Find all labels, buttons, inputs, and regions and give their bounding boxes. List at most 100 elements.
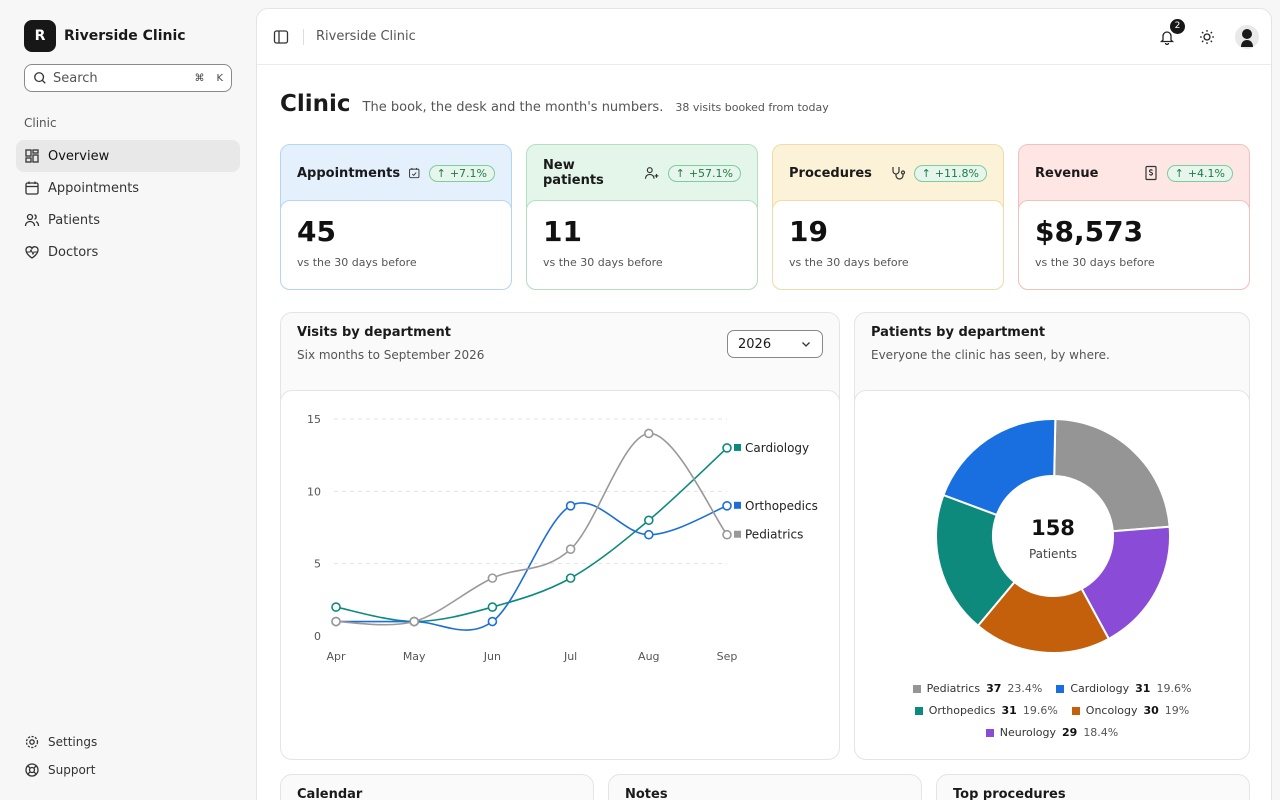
notifications-button[interactable]: 2 [1155, 18, 1185, 49]
lifebuoy-icon [25, 763, 39, 777]
sidebar: R Riverside Clinic Search ⌘ K Clinic Ove… [0, 0, 256, 800]
kpi-card-procedures: Procedures ↑ +11.8% 19 vs the 30 days bef… [772, 144, 1004, 290]
sidebar-item-label: Support [48, 763, 96, 777]
breadcrumb[interactable]: Riverside Clinic [316, 29, 416, 44]
avatar[interactable] [1235, 24, 1259, 49]
legend-percent: 19.6% [1022, 704, 1058, 717]
x-tick-label: Jun [483, 650, 501, 663]
page-subtitle: The book, the desk and the month's numbe… [362, 100, 664, 115]
pie-slice-orthopedics[interactable] [935, 493, 1016, 628]
shortcut-cmd: ⌘ [194, 72, 205, 84]
brand[interactable]: R Riverside Clinic [24, 20, 186, 52]
sidebar-item-appointments[interactable]: Appointments [16, 172, 240, 204]
x-tick-label: May [403, 650, 426, 663]
sidebar-section-label: Clinic [24, 116, 57, 130]
kpi-change-badge: ↑ +57.1% [667, 164, 741, 182]
legend-item-oncology[interactable]: Oncology 30 19% [1071, 704, 1190, 717]
patients-card: Patients by department Everyone the clin… [854, 312, 1250, 760]
top-actions: 2 [1155, 18, 1259, 49]
sidebar-item-patients[interactable]: Patients [16, 204, 240, 236]
legend-value: 30 [1143, 704, 1159, 717]
series-line-orthopedics [336, 502, 728, 631]
kpi-card-new-patients: New patients ↑ +57.1% 11 vs the 30 days b… [526, 144, 758, 290]
arrow-up-icon: ↑ [1174, 166, 1184, 180]
legend-item-orthopedics[interactable]: Orthopedics 31 19.6% [914, 704, 1058, 717]
series-end-marker [734, 443, 741, 451]
top-procedures-card: Top procedures [936, 774, 1250, 800]
x-tick-label: Apr [326, 650, 346, 663]
pie-slice-pediatrics[interactable] [1053, 418, 1171, 533]
kpi-change-badge: ↑ +7.1% [428, 164, 495, 182]
y-tick-label: 0 [314, 630, 321, 643]
year-select-value: 2026 [738, 336, 772, 352]
sidebar-item-overview[interactable]: Overview [16, 140, 240, 172]
card-subtitle: Six months to September 2026 [297, 348, 485, 362]
legend-value: 31 [1135, 682, 1151, 695]
series-end-marker [734, 530, 741, 538]
legend-item-neurology[interactable]: Neurology 29 18.4% [985, 726, 1119, 739]
legend-percent: 19% [1164, 704, 1190, 717]
data-point-orthopedics[interactable] [722, 501, 732, 511]
divider [303, 28, 304, 45]
card-title: Patients by department [871, 325, 1046, 340]
data-point-cardiology[interactable] [565, 573, 576, 583]
data-point-orthopedics[interactable] [487, 616, 498, 627]
data-point-pediatrics[interactable] [722, 529, 732, 540]
sidebar-bottom-nav: Settings Support [16, 728, 240, 784]
user-avatar-icon [1241, 28, 1253, 47]
kpi-change: +57.1% [688, 166, 733, 180]
card-title: Notes [625, 787, 668, 800]
y-tick-label: 5 [314, 558, 321, 571]
data-point-cardiology[interactable] [643, 515, 654, 526]
page-title: Clinic [280, 91, 351, 117]
data-point-cardiology[interactable] [331, 602, 341, 612]
sidebar-toggle-button[interactable] [269, 25, 293, 49]
pie-slice-cardiology[interactable] [942, 418, 1057, 517]
arrow-up-icon: ↑ [921, 166, 931, 180]
theme-toggle-button[interactable] [1195, 25, 1219, 49]
calendar-card: Calendar [280, 774, 594, 800]
year-select[interactable]: 2026 [727, 330, 823, 358]
data-point-pediatrics[interactable] [331, 616, 341, 627]
data-point-pediatrics[interactable] [565, 544, 576, 554]
legend-value: 37 [986, 682, 1002, 695]
receipt-dollar-icon [1145, 165, 1157, 181]
sidebar-item-label: Patients [48, 212, 101, 228]
search-icon [34, 72, 46, 84]
data-point-cardiology[interactable] [722, 443, 732, 453]
legend-percent: 18.4% [1083, 726, 1119, 739]
legend-item-cardiology[interactable]: Cardiology 31 19.6% [1056, 682, 1191, 695]
legend-swatch [914, 706, 923, 715]
notification-count: 2 [1170, 18, 1185, 34]
kpi-foot: vs the 30 days before [543, 256, 663, 269]
sidebar-item-doctors[interactable]: Doctors [16, 236, 240, 268]
data-point-cardiology[interactable] [487, 602, 498, 612]
notes-card: Notes [608, 774, 922, 800]
legend-percent: 23.4% [1007, 682, 1043, 695]
sidebar-item-support[interactable]: Support [16, 756, 240, 784]
donut-center-value: 158 [1031, 516, 1075, 540]
kpi-value: 45 [297, 215, 336, 248]
legend-swatch [1056, 684, 1065, 693]
kpi-label: New patients [543, 158, 604, 188]
data-point-pediatrics[interactable] [409, 616, 419, 627]
card-title: Top procedures [953, 787, 1066, 800]
series-label-orthopedics: Orthopedics [745, 499, 818, 513]
sidebar-item-settings[interactable]: Settings [16, 728, 240, 756]
grid-icon [25, 149, 39, 163]
panel-left-icon [273, 29, 289, 44]
data-point-pediatrics[interactable] [487, 573, 498, 583]
search-input[interactable]: Search ⌘ K [24, 64, 232, 92]
y-tick-label: 15 [307, 413, 321, 426]
arrow-up-icon: ↑ [675, 166, 685, 180]
data-point-orthopedics[interactable] [643, 529, 654, 540]
sidebar-item-label: Doctors [48, 244, 99, 260]
data-point-orthopedics[interactable] [565, 501, 576, 511]
legend-item-pediatrics[interactable]: Pediatrics 37 23.4% [912, 682, 1043, 695]
stethoscope-icon [892, 167, 905, 180]
donut-chart: 158 Patients [935, 418, 1171, 654]
series-label-cardiology: Cardiology [745, 441, 809, 455]
data-point-pediatrics[interactable] [643, 428, 654, 439]
x-tick-label: Sep [717, 650, 738, 663]
donut-center-label: Patients [1029, 547, 1077, 561]
